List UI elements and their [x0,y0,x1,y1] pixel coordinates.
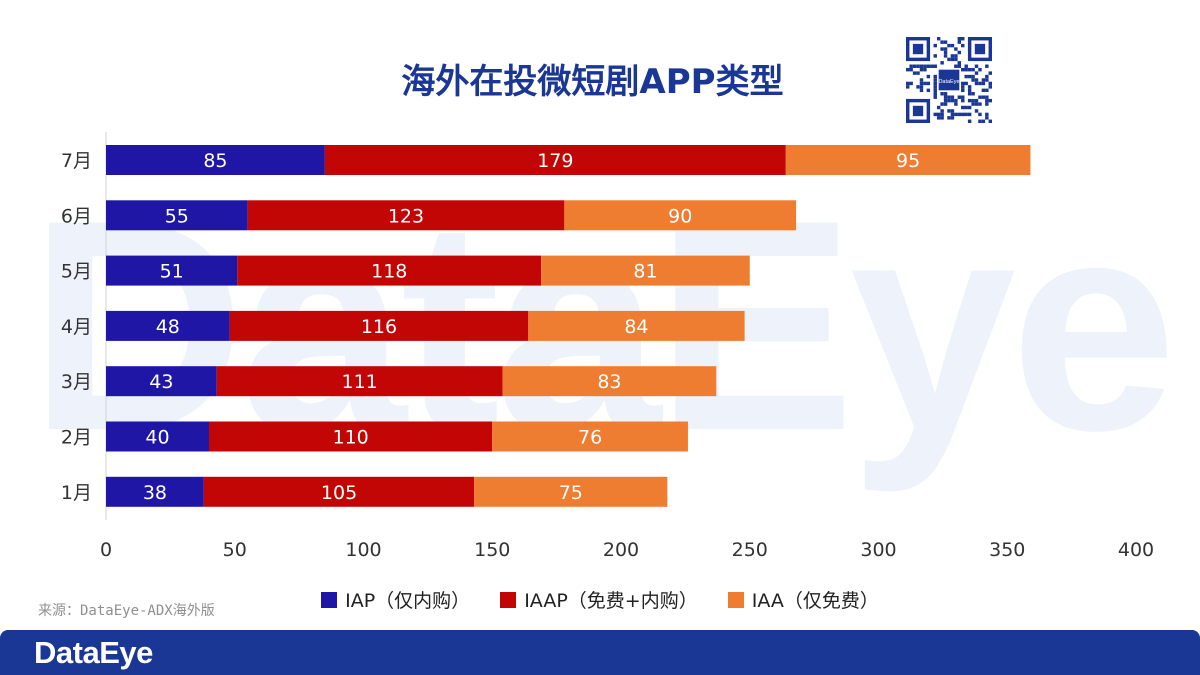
footer-bar: DataEye [0,630,1200,675]
bar-iap [106,366,217,397]
y-tick-label: 7月 [61,150,92,172]
footer-logo: DataEye [34,635,153,670]
bar-iap [106,476,204,507]
data-label-iaap: 116 [361,316,397,338]
y-tick-label: 3月 [61,371,92,393]
data-label-iaa: 95 [896,150,920,172]
legend-swatch-iap [321,591,338,608]
x-tick-label: 350 [989,539,1025,561]
data-label-iap: 40 [145,427,169,449]
x-tick-label: 50 [223,539,247,561]
data-label-iaap: 105 [321,482,357,504]
data-label-iap: 43 [149,371,173,393]
data-label-iaa: 83 [597,371,621,393]
y-tick-label: 1月 [61,482,92,504]
bar-iaap [216,366,503,397]
bar-iaap [247,200,565,231]
data-label-iap: 55 [165,205,189,227]
x-tick-label: 250 [732,539,768,561]
bar-iaap [229,310,529,341]
data-label-iaa: 76 [578,427,602,449]
bar-iap [106,200,248,231]
bar-iap [106,255,238,286]
legend-item-iap: IAP（仅内购） [321,586,470,613]
data-label-iaap: 123 [388,205,424,227]
data-label-iap: 85 [203,150,227,172]
data-label-iaa: 75 [559,482,583,504]
data-label-iaa: 81 [633,261,657,283]
data-label-iaap: 111 [342,371,378,393]
legend-swatch-iaap [500,591,517,608]
bar-iaap [237,255,542,286]
x-tick-label: 200 [603,539,639,561]
bar-iaap [203,476,475,507]
bar-iaa [474,476,668,507]
bar-iap [106,421,209,452]
qr-code-icon: DataEye [906,37,992,123]
bar-iaa [541,255,750,286]
data-label-iaap: 110 [332,427,368,449]
bar-iaa [502,366,717,397]
y-tick-label: 6月 [61,205,92,227]
source-note: 来源：DataEye-ADX海外版 [38,603,215,619]
data-label-iaap: 179 [537,150,573,172]
bar-iap [106,310,230,341]
bar-iaap [324,145,786,175]
data-label-iaa: 90 [668,205,692,227]
legend-label-iaap: IAAP（免费+内购） [524,590,698,612]
y-tick-label: 5月 [61,261,92,283]
bar-iap [106,145,325,175]
legend-item-iaap: IAAP（免费+内购） [500,586,698,613]
data-label-iap: 51 [160,261,184,283]
bar-iaa [492,421,688,452]
x-tick-label: 100 [345,539,381,561]
data-label-iaa: 84 [624,316,648,338]
x-tick-label: 0 [100,539,112,561]
data-label-iap: 48 [156,316,180,338]
data-label-iaap: 118 [371,261,407,283]
bar-iaa [564,200,797,231]
x-tick-label: 150 [474,539,510,561]
bar-iaap [209,421,493,452]
x-tick-label: 400 [1118,539,1154,561]
bar-iaa [528,310,745,341]
chart-title: 海外在投微短剧APP类型 [401,62,784,102]
chart-legend: IAP（仅内购） IAAP（免费+内购） IAA（仅免费） [0,586,1200,613]
legend-swatch-iaa [727,591,744,608]
qr-center-label: DataEye [938,79,959,85]
stacked-bar-chart: 7月 85 179 95 6月 55 123 90 5月 51 118 81 4月 48 116 84 3月 43… [61,132,1154,561]
bar-iaa [785,145,1031,175]
x-tick-label: 300 [860,539,896,561]
y-tick-label: 4月 [61,316,92,338]
legend-label-iaa: IAA（仅免费） [751,590,879,612]
legend-item-iaa: IAA（仅免费） [727,586,879,613]
y-tick-label: 2月 [61,427,92,449]
legend-label-iap: IAP（仅内购） [345,590,471,612]
data-label-iap: 38 [143,482,167,504]
